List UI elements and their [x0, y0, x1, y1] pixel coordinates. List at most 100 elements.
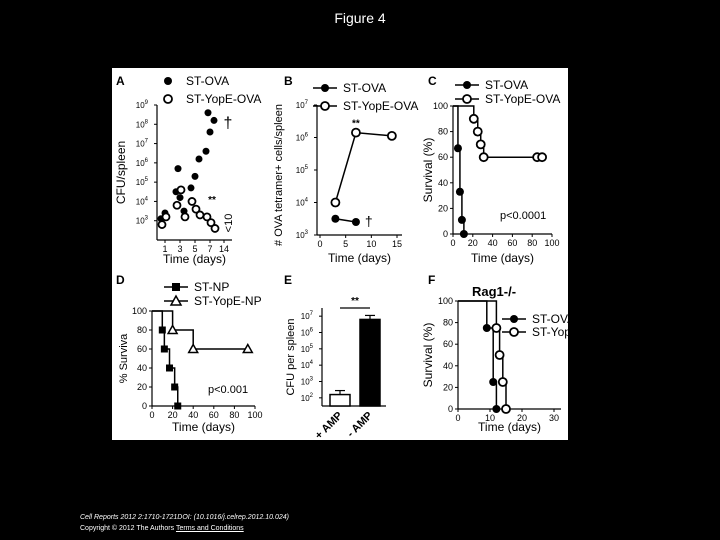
- panel-f-data-point: [501, 404, 511, 414]
- panel-b-data-point: [330, 197, 341, 208]
- figure-panel-area: A ST-OVA ST-YopE-OVA 103 104 105 106 107 108 109 1…: [112, 68, 568, 440]
- panel-b-y-tick-label: 106: [296, 133, 309, 143]
- panel-d-y-tick-label: 80: [137, 325, 147, 335]
- panel-a-legend-label: ST-YopE-OVA: [186, 92, 261, 106]
- panel-c-data-point: [478, 152, 489, 163]
- panel-a-data-point: [191, 172, 199, 180]
- terms-link[interactable]: Terms and Conditions: [175, 525, 244, 532]
- panel-d-data-point: [158, 326, 166, 334]
- panel-d-y-tick-label: 0: [142, 401, 147, 411]
- panel-a-annotation-detection-limit: <10: [223, 214, 235, 233]
- panel-a-data-point: [176, 194, 184, 202]
- panel-d-x-tick-label: 100: [247, 410, 262, 420]
- panel-e-y-tick-label: 102: [301, 393, 314, 403]
- panel-f-data-point: [482, 324, 491, 332]
- panel-e-y-label: CFU per spleen: [285, 318, 297, 395]
- panel-f-y-label: Survival (%): [421, 323, 435, 388]
- panel-d-y-tick-label: 40: [137, 363, 147, 373]
- panel-b-y-tick-label: 103: [296, 230, 309, 240]
- panel-c-series-line: [453, 105, 465, 234]
- tick-exponent: 6: [310, 328, 314, 334]
- panel-a-data-point: [191, 204, 201, 214]
- panel-a-y-label: CFU/spleen: [114, 141, 128, 204]
- panel-e-category-label: + AMP: [313, 410, 345, 440]
- panel-b-data-point: [386, 130, 397, 141]
- panel-d-data-point: [160, 345, 168, 353]
- panel-b-annotation-dagger: †: [365, 213, 373, 229]
- panel-a-data-point: [195, 155, 203, 163]
- panel-d-series-line: [152, 310, 179, 406]
- panel-c-x-tick-label: 80: [527, 238, 537, 248]
- tick-exponent: 5: [145, 177, 149, 183]
- panel-d-data-point: [174, 402, 182, 410]
- panel-c-y-tick-label: 0: [443, 229, 448, 239]
- panel-a-annotation-dagger: †: [224, 115, 233, 132]
- panel-d-legend-marker: [169, 294, 183, 306]
- panel-e-y-tick-label: 105: [301, 344, 314, 354]
- panel-b-legend-label: ST-OVA: [343, 81, 386, 95]
- tick-exponent: 3: [310, 377, 314, 383]
- panel-c-data-point: [468, 113, 479, 124]
- panel-b-letter: B: [284, 74, 293, 88]
- figure-canvas: A ST-OVAST-YopE-OVA1031041051061071081091…: [114, 74, 568, 440]
- panel-b-data-point: [351, 127, 361, 138]
- panel-a-data-point: [187, 197, 197, 206]
- panel-d-data-point: [166, 323, 179, 335]
- panel-f-data-point: [492, 405, 501, 413]
- panel-c-data-point: [472, 126, 483, 137]
- panel-d-legend-label: ST-NP: [194, 280, 229, 294]
- panel-c-data-point: [459, 230, 468, 238]
- panel-a-data-point: [180, 212, 190, 222]
- panel-a-data-point: [161, 212, 171, 222]
- panel-a-data-point: [204, 109, 212, 117]
- panel-c-annotation-pvalue: p<0.0001: [500, 210, 546, 222]
- panel-b-legend-marker: [321, 84, 329, 92]
- panel-d-y-label: % Surviva: [118, 333, 130, 383]
- panel-f-x-tick-label: 30: [549, 413, 559, 423]
- tick-exponent: 7: [305, 100, 309, 106]
- panel-c-data-point: [537, 152, 548, 163]
- panel-f-data-point: [489, 378, 498, 386]
- tick-exponent: 4: [305, 198, 309, 204]
- panel-a-x-label: Time (days): [163, 252, 226, 266]
- panel-e-y-tick-label: 106: [301, 328, 314, 338]
- panel-f-legend-label: ST-YopE-OVA: [532, 325, 568, 339]
- panel-f-title: Rag1-/-: [472, 284, 516, 299]
- panel-c-legend-marker: [463, 81, 471, 89]
- tick-exponent: 7: [310, 311, 314, 317]
- panel-d-letter: D: [116, 273, 125, 287]
- panel-d-y-tick-label: 100: [132, 306, 147, 316]
- tick-exponent: 4: [145, 196, 149, 202]
- panel-c-x-tick-label: 40: [488, 238, 498, 248]
- tick-exponent: 8: [145, 119, 149, 125]
- tick-exponent: 6: [145, 158, 149, 164]
- panel-b-data-point: [331, 214, 340, 223]
- copyright-text: Copyright © 2012 The Authors: [80, 525, 175, 532]
- panel-d-y-tick-label: 20: [137, 382, 147, 392]
- tick-exponent: 3: [305, 230, 309, 236]
- panel-c-x-label: Time (days): [471, 251, 534, 265]
- panel-c-y-tick-label: 80: [438, 127, 448, 137]
- panel-d-series-line: [152, 310, 248, 350]
- tick-exponent: 2: [310, 393, 314, 399]
- panel-a-data-point: [174, 165, 182, 173]
- panel-d-legend-label: ST-YopE-NP: [194, 294, 262, 308]
- panel-d-legend-marker: [172, 283, 180, 291]
- panel-a-data-point: [187, 184, 195, 192]
- panel-b-x-label: Time (days): [328, 251, 391, 265]
- panel-a-y-tick-label: 106: [136, 158, 149, 168]
- panel-b-x-tick-label: 5: [343, 239, 348, 249]
- panel-c-x-tick-label: 20: [468, 238, 478, 248]
- tick-exponent: 9: [145, 100, 149, 106]
- panel-a-y-tick-label: 107: [136, 139, 149, 149]
- panel-f-x-tick-label: 10: [485, 413, 495, 423]
- panel-c-y-tick-label: 20: [438, 203, 448, 213]
- panel-f-y-tick-label: 60: [443, 339, 453, 349]
- panel-c-legend-label: ST-OVA: [485, 78, 528, 92]
- panel-e-y-tick-label: 104: [301, 360, 314, 370]
- panel-d-x-tick-label: 0: [149, 410, 154, 420]
- panel-b-legend-marker: [320, 101, 330, 111]
- tick-exponent: 6: [305, 133, 309, 139]
- panel-c-legend-marker: [462, 94, 472, 104]
- panel-b-x-tick-label: 0: [317, 239, 322, 249]
